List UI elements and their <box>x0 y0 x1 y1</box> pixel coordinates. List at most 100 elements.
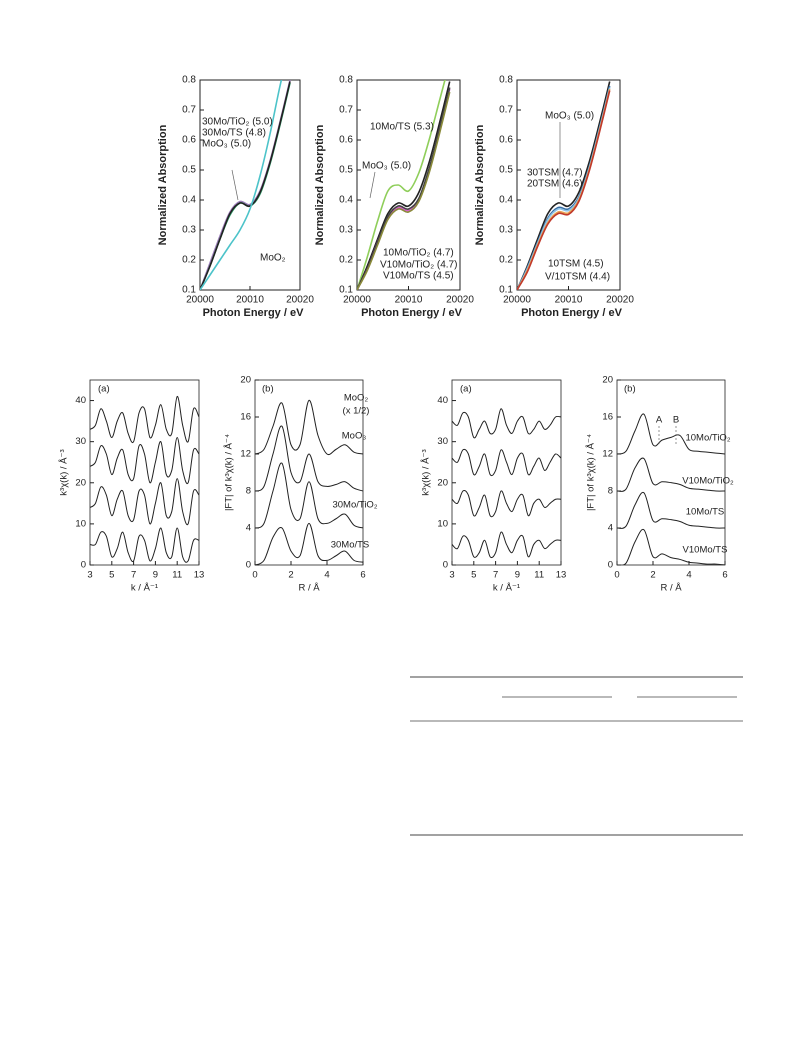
series-line <box>255 425 363 492</box>
series-label: 20TSM (4.6) <box>527 179 583 190</box>
annotation: (a) <box>460 384 472 395</box>
y-tick-label: 30 <box>437 436 448 447</box>
series-line <box>617 413 725 455</box>
y-tick-label: 30 <box>75 436 86 447</box>
y-tick-label: 20 <box>437 477 448 488</box>
series-label: 10Mo/TiO₂ <box>685 433 730 444</box>
series-line <box>517 90 611 290</box>
series-line <box>90 395 199 444</box>
x-axis-label: Photon Energy / eV <box>361 307 463 319</box>
series-label: 30Mo/TiO₂ (5.0) <box>202 117 273 128</box>
y-axis-label: |FT| of k³χ(k) / Å⁻⁴ <box>586 434 597 511</box>
series-label: 10TSM (4.5) <box>548 259 604 270</box>
series-label: 10Mo/TS <box>686 507 725 518</box>
x-tick-label: 3 <box>449 570 454 581</box>
y-tick-label: 12 <box>602 449 613 460</box>
y-tick-label: 0.4 <box>182 195 196 206</box>
x-tick-label: 4 <box>324 570 329 581</box>
y-tick-label: 12 <box>240 449 251 460</box>
series-line <box>200 81 291 290</box>
x-tick-label: 0 <box>252 570 257 581</box>
y-tick-label: 0.4 <box>499 195 513 206</box>
y-tick-label: 0.1 <box>499 285 513 296</box>
y-tick-label: 0.4 <box>339 195 353 206</box>
series-group <box>357 80 451 290</box>
y-tick-label: 0 <box>246 560 251 571</box>
series-line <box>452 531 561 559</box>
x-tick-label: 20020 <box>606 295 634 306</box>
x-tick-label: 20000 <box>503 295 531 306</box>
y-tick-label: 40 <box>75 395 86 406</box>
y-tick-label: 4 <box>608 523 613 534</box>
x-axis-label: R / Å <box>298 583 320 594</box>
y-tick-label: 0 <box>443 560 448 571</box>
y-tick-label: 16 <box>240 412 251 423</box>
series-label: MoO₃ (5.0) <box>362 161 411 172</box>
y-tick-label: 0.8 <box>499 75 513 86</box>
series-line <box>200 80 283 290</box>
y-tick-label: 0.3 <box>339 225 353 236</box>
plot-frame <box>616 379 726 566</box>
series-line <box>357 80 446 290</box>
y-tick-label: 20 <box>75 477 86 488</box>
x-tick-label: 20020 <box>446 295 474 306</box>
y-tick-label: 0.5 <box>339 165 353 176</box>
y-tick-label: 0.5 <box>182 165 196 176</box>
y-tick-label: 0.1 <box>339 285 353 296</box>
annotation: A <box>656 415 663 426</box>
annotation: (x 1/2) <box>343 406 370 417</box>
x-tick-label: 5 <box>471 570 476 581</box>
leader-line <box>369 171 376 199</box>
series-label: 30Mo/TiO₂ <box>332 500 377 511</box>
y-tick-label: 0.7 <box>499 105 513 116</box>
series-line <box>617 491 725 529</box>
y-tick-label: 10 <box>75 518 86 529</box>
x-tick-label: 11 <box>172 570 182 581</box>
series-group <box>255 399 363 565</box>
series-label: MoO₃ (5.0) <box>545 111 594 122</box>
y-axis-label: Normalized Absorption <box>474 124 486 245</box>
series-label: V10Mo/TS <box>683 545 728 556</box>
series-line <box>255 522 363 565</box>
series-label: MoO₃ (5.0) <box>202 139 251 150</box>
chart: 0.1 0.2 0.3 0.4 0.5 0.6 0.7 0.8 20000 20010 20020P… <box>474 75 634 319</box>
x-tick-label: 4 <box>686 570 691 581</box>
y-tick-label: 16 <box>602 412 613 423</box>
series-group <box>90 395 199 563</box>
series-label: MoO₂ <box>344 393 369 404</box>
series-line <box>452 408 561 439</box>
series-line <box>517 81 611 290</box>
series-line <box>617 528 725 565</box>
x-tick-label: 20010 <box>236 295 264 306</box>
x-tick-label: 3 <box>87 570 92 581</box>
y-tick-label: 10 <box>437 518 448 529</box>
y-tick-label: 0.3 <box>182 225 196 236</box>
series-label: MoO₂ <box>260 253 286 264</box>
x-tick-label: 9 <box>153 570 158 581</box>
y-axis-label: |FT| of k³χ(k) / Å⁻⁴ <box>224 434 235 511</box>
y-tick-label: 0.8 <box>182 75 196 86</box>
x-tick-label: 13 <box>556 570 567 581</box>
x-tick-label: 5 <box>109 570 114 581</box>
x-tick-label: 20000 <box>343 295 371 306</box>
x-tick-label: 2 <box>288 570 293 581</box>
chart: 0 4 8 12 16 20 0 2 4 6 R / Å |FT| of k³χ(k) / Å⁻⁴ 10… <box>586 375 734 594</box>
y-axis-label: k³χ(k) / Å⁻³ <box>59 449 70 495</box>
series-line <box>255 462 363 529</box>
y-tick-label: 0.7 <box>339 105 353 116</box>
series-line <box>90 478 199 526</box>
series-line <box>452 448 561 477</box>
x-tick-label: 11 <box>534 570 544 581</box>
x-axis-label: Photon Energy / eV <box>203 307 305 319</box>
annotation: B <box>673 415 679 426</box>
y-tick-label: 8 <box>608 486 613 497</box>
series-line <box>90 437 199 485</box>
series-group <box>517 81 611 290</box>
x-tick-label: 0 <box>614 570 619 581</box>
series-label: V10Mo/TiO₂ <box>682 476 734 487</box>
series-label: V/10TSM (4.4) <box>545 272 610 283</box>
series-line <box>90 527 199 563</box>
y-tick-label: 0.6 <box>499 135 513 146</box>
